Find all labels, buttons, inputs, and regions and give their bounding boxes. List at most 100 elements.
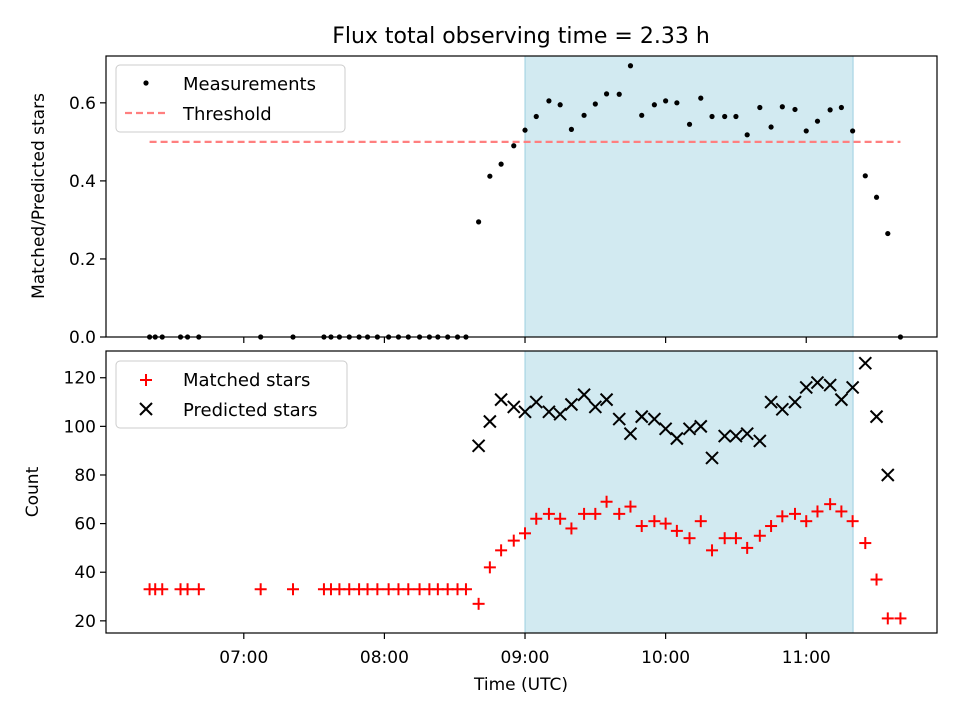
data-point xyxy=(827,107,833,113)
bottom-panel: 20 40 60 80 100 120 07:00 08:00 09:00 10:00 11:00… xyxy=(23,350,938,695)
data-point xyxy=(542,507,555,520)
data-point xyxy=(599,392,614,407)
data-point xyxy=(635,520,648,533)
data-point xyxy=(564,397,579,412)
top-axes-frame xyxy=(105,55,938,338)
data-point xyxy=(776,510,789,523)
data-point xyxy=(835,505,848,518)
series-predicted-stars xyxy=(471,356,895,482)
data-point xyxy=(623,426,638,441)
x-tick-label: 11:00 xyxy=(782,648,831,668)
x-tick-label: 08:00 xyxy=(360,648,409,668)
data-point xyxy=(471,439,486,453)
y-tick-label: 0.6 xyxy=(69,94,96,114)
y-tick-label: 0.4 xyxy=(69,172,96,192)
data-point xyxy=(706,544,719,557)
data-point xyxy=(741,541,754,554)
data-point xyxy=(659,517,672,530)
data-point xyxy=(729,429,743,443)
data-point xyxy=(507,534,520,547)
data-point xyxy=(577,388,591,402)
data-point xyxy=(192,583,205,596)
data-point xyxy=(600,495,613,508)
data-point xyxy=(768,124,774,130)
data-point xyxy=(578,507,591,520)
data-point xyxy=(402,583,415,596)
data-point xyxy=(722,113,728,120)
y-tick-label: 80 xyxy=(74,466,96,486)
data-point xyxy=(495,544,508,557)
bottom-y-ticks: 20 40 60 80 100 120 xyxy=(64,369,106,632)
data-point xyxy=(522,127,528,133)
data-point xyxy=(670,431,684,446)
data-point xyxy=(651,102,657,108)
data-point xyxy=(624,500,637,513)
y-tick-label: 40 xyxy=(74,563,96,583)
data-point xyxy=(674,100,680,106)
data-point xyxy=(824,498,837,511)
data-point xyxy=(779,104,785,110)
data-point xyxy=(588,400,603,414)
data-point xyxy=(788,395,802,409)
observing-interval-shade xyxy=(524,350,854,634)
data-point xyxy=(476,219,482,225)
y-tick-label: 20 xyxy=(74,612,96,632)
legend-matched-marker xyxy=(140,374,152,386)
data-point xyxy=(663,98,669,104)
data-point xyxy=(682,422,697,436)
data-point xyxy=(709,113,715,120)
data-point xyxy=(814,118,821,124)
data-point xyxy=(533,113,539,120)
data-point xyxy=(616,91,622,97)
data-point xyxy=(603,91,610,97)
data-point xyxy=(648,515,661,528)
data-point xyxy=(472,597,485,610)
data-point xyxy=(511,143,517,149)
data-point xyxy=(733,113,739,120)
top-y-axis-label: Matched/Predicted stars xyxy=(29,93,49,299)
data-point xyxy=(885,230,891,237)
data-point xyxy=(518,405,532,419)
y-tick-label: 100 xyxy=(64,417,96,437)
data-point xyxy=(850,128,856,134)
top-legend: Measurements Threshold xyxy=(115,64,346,133)
data-point xyxy=(845,380,860,395)
data-point xyxy=(483,561,496,574)
data-point xyxy=(554,512,567,525)
data-point xyxy=(592,101,598,107)
data-point xyxy=(870,573,883,586)
top-plot-area xyxy=(146,55,904,340)
legend-predicted-marker xyxy=(139,402,153,416)
bottom-legend-box xyxy=(115,360,348,429)
legend-measurements-marker xyxy=(143,80,149,86)
data-point xyxy=(287,583,300,596)
top-panel: 0.0 0.2 0.4 0.6 Matched/Predicted stars Mea… xyxy=(29,55,938,348)
data-point xyxy=(834,392,849,407)
data-point xyxy=(717,429,732,443)
observing-interval-shade xyxy=(524,55,854,338)
data-point xyxy=(254,583,267,596)
data-point xyxy=(718,532,731,545)
data-point xyxy=(686,121,693,127)
data-point xyxy=(498,161,504,167)
data-point xyxy=(459,583,472,596)
data-point xyxy=(729,532,742,545)
data-point xyxy=(371,583,384,596)
y-tick-label: 0.2 xyxy=(69,250,96,270)
data-point xyxy=(568,126,575,132)
data-point xyxy=(881,612,894,625)
figure-title: Flux total observing time = 2.33 h xyxy=(332,24,710,49)
bottom-x-ticks: 07:00 08:00 09:00 10:00 11:00 xyxy=(219,633,831,668)
data-point xyxy=(873,194,880,200)
data-point xyxy=(627,63,634,69)
data-point xyxy=(862,173,868,179)
data-point xyxy=(483,414,497,429)
top-x-ticks xyxy=(243,337,807,343)
data-point xyxy=(613,507,626,520)
data-point xyxy=(542,405,556,419)
legend-threshold-label: Threshold xyxy=(182,104,272,125)
data-point xyxy=(647,412,662,426)
data-point xyxy=(519,527,532,540)
data-point xyxy=(581,112,587,118)
